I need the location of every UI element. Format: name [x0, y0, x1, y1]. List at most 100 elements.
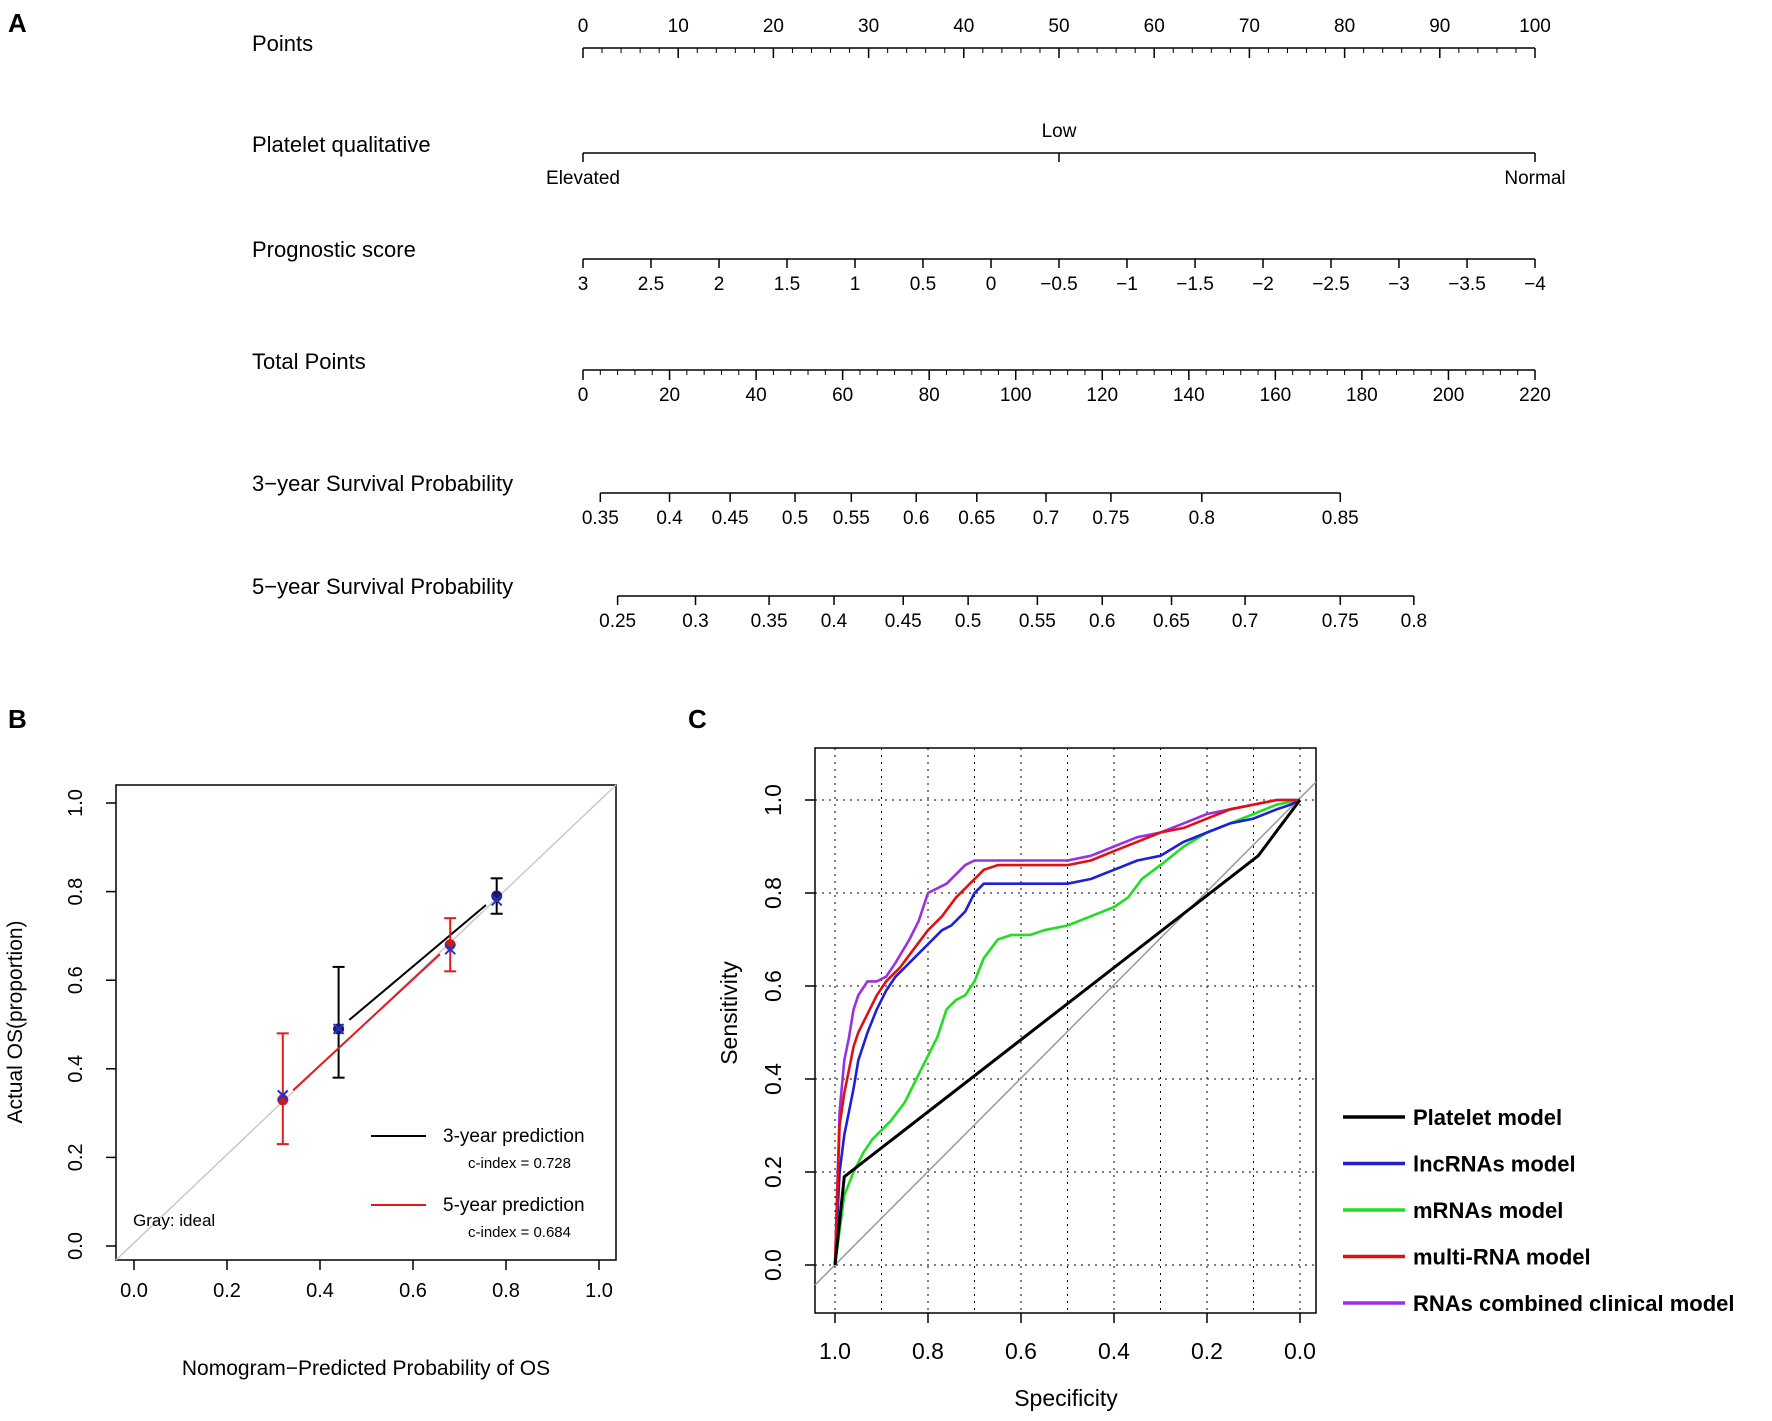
x-tick-label: 1.0	[819, 1338, 851, 1364]
category-label-normal: Normal	[1504, 168, 1565, 189]
tick-label: −3	[1388, 274, 1410, 295]
roc-curve-mrnas-model	[833, 798, 1301, 1266]
plot-frame	[814, 747, 1317, 1314]
y-tick-label: 0.2	[760, 1156, 786, 1188]
x-tick-label: 0.8	[492, 1280, 520, 1302]
tick-label: 50	[1048, 16, 1069, 37]
y-tick-label: 1.0	[760, 784, 786, 816]
roc-curve-rnas-combined-clinical-model	[833, 798, 1300, 1266]
tick-label: 100	[1519, 16, 1551, 37]
tick-label: 120	[1086, 385, 1118, 406]
legend-label-multi-rna-model: multi-RNA model	[1413, 1245, 1591, 1270]
tick-label: 0.35	[582, 508, 619, 529]
scale-name-points: Points	[252, 31, 313, 56]
c-index-3-year-prediction: c-index = 0.728	[468, 1155, 571, 1172]
tick-label: 0	[578, 385, 589, 406]
tick-label: 160	[1260, 385, 1292, 406]
tick-label: 1	[850, 274, 861, 295]
roc-curve-lncrnas-model	[833, 798, 1301, 1266]
x-axis-title: Nomogram−Predicted Probability of OS	[182, 1357, 550, 1380]
y-tick-label: 0.0	[65, 1232, 87, 1260]
y-tick-label: 0.2	[65, 1143, 87, 1171]
x-tick-label: 0.6	[1005, 1338, 1037, 1364]
chance-line	[814, 781, 1317, 1286]
tick-label: 2.5	[638, 274, 664, 295]
y-tick-label: 0.8	[65, 878, 87, 906]
tick-label: 0.4	[821, 611, 848, 632]
y-tick-label: 0.4	[65, 1055, 87, 1083]
tick-label: 100	[1000, 385, 1032, 406]
tick-label: 0.45	[885, 611, 922, 632]
category-label-low: Low	[1042, 121, 1077, 142]
legend-label-3-year-prediction: 3-year prediction	[443, 1126, 585, 1147]
fit-line-5-year-prediction	[292, 953, 441, 1092]
tick-label: 0.8	[1401, 611, 1427, 632]
x-tick-label: 0.2	[1191, 1338, 1223, 1364]
y-tick-label: 0.8	[760, 877, 786, 909]
scale-name-platelet-qualitative: Platelet qualitative	[252, 132, 431, 157]
tick-label: −1	[1116, 274, 1138, 295]
tick-label: 0.3	[682, 611, 708, 632]
tick-label: −2.5	[1312, 274, 1350, 295]
tick-label: 0.8	[1189, 508, 1215, 529]
x-tick-label: 0.4	[1098, 1338, 1130, 1364]
y-tick-label: 1.0	[65, 789, 87, 817]
legend-label-rnas-combined-clinical-model: RNAs combined clinical model	[1413, 1291, 1735, 1316]
tick-label: 80	[1334, 16, 1355, 37]
scale-name-3-year-survival-probability: 3−year Survival Probability	[252, 471, 513, 496]
x-tick-label: 0.0	[120, 1280, 148, 1302]
tick-label: −2	[1252, 274, 1274, 295]
tick-label: 180	[1346, 385, 1378, 406]
tick-label: 0.85	[1322, 508, 1359, 529]
tick-label: 0.7	[1232, 611, 1258, 632]
roc-curve-multi-rna-model	[833, 798, 1300, 1266]
tick-label: 0.35	[751, 611, 788, 632]
bias-corrected-marker-3-year-prediction	[332, 1023, 345, 1035]
bias-corrected-marker-5-year-prediction	[444, 943, 456, 955]
y-tick-label: 0.4	[760, 1063, 786, 1095]
tick-label: 140	[1173, 385, 1205, 406]
legend-label-lncrnas-model: lncRNAs model	[1413, 1152, 1576, 1177]
x-tick-label: 1.0	[585, 1280, 613, 1302]
legend-label-platelet-model: Platelet model	[1413, 1105, 1562, 1130]
ideal-note: Gray: ideal	[133, 1211, 215, 1230]
roc-panel: 1.0 0.8 0.6 0.4 0.2 0.0 0.0 0.2 0.4 0.6 0.8 1.0 Spec…	[716, 747, 1735, 1411]
tick-label: 60	[832, 385, 853, 406]
tick-label: 0.65	[958, 508, 995, 529]
roc-curve-platelet-model	[833, 799, 1302, 1266]
y-axis-title: Actual OS(proportion)	[4, 920, 27, 1123]
x-tick-label: 0.2	[213, 1280, 241, 1302]
tick-label: 0.55	[1019, 611, 1056, 632]
tick-label: 0.65	[1153, 611, 1190, 632]
panel-label-c: C	[688, 704, 707, 734]
legend-label-mrnas-model: mRNAs model	[1413, 1198, 1563, 1223]
tick-label: 0	[986, 274, 997, 295]
tick-label: 40	[746, 385, 767, 406]
x-tick-label: 0.8	[912, 1338, 944, 1364]
tick-label: −3.5	[1448, 274, 1486, 295]
panel-label-a: A	[8, 8, 27, 38]
y-tick-label: 0.0	[760, 1249, 786, 1281]
tick-label: 0.6	[903, 508, 929, 529]
tick-label: 0.45	[712, 508, 749, 529]
tick-label: 10	[668, 16, 689, 37]
tick-label: −1.5	[1176, 274, 1214, 295]
scale-name-total-points: Total Points	[252, 349, 366, 374]
plot-frame	[115, 784, 617, 1261]
x-tick-label: 0.0	[1284, 1338, 1316, 1364]
tick-label: 220	[1519, 385, 1551, 406]
x-tick-label: 0.6	[399, 1280, 427, 1302]
tick-label: 0.25	[599, 611, 636, 632]
tick-label: 3	[578, 274, 589, 295]
panel-label-b: B	[8, 704, 27, 734]
bias-corrected-marker-3-year-prediction	[490, 894, 503, 907]
tick-label: 70	[1239, 16, 1260, 37]
legend-label-5-year-prediction: 5-year prediction	[443, 1195, 585, 1216]
x-tick-label: 0.4	[306, 1280, 334, 1302]
y-axis-title: Sensitivity	[716, 961, 742, 1065]
y-tick-label: 0.6	[65, 966, 87, 994]
y-tick-label: 0.6	[760, 970, 786, 1002]
tick-label: 0.55	[833, 508, 870, 529]
